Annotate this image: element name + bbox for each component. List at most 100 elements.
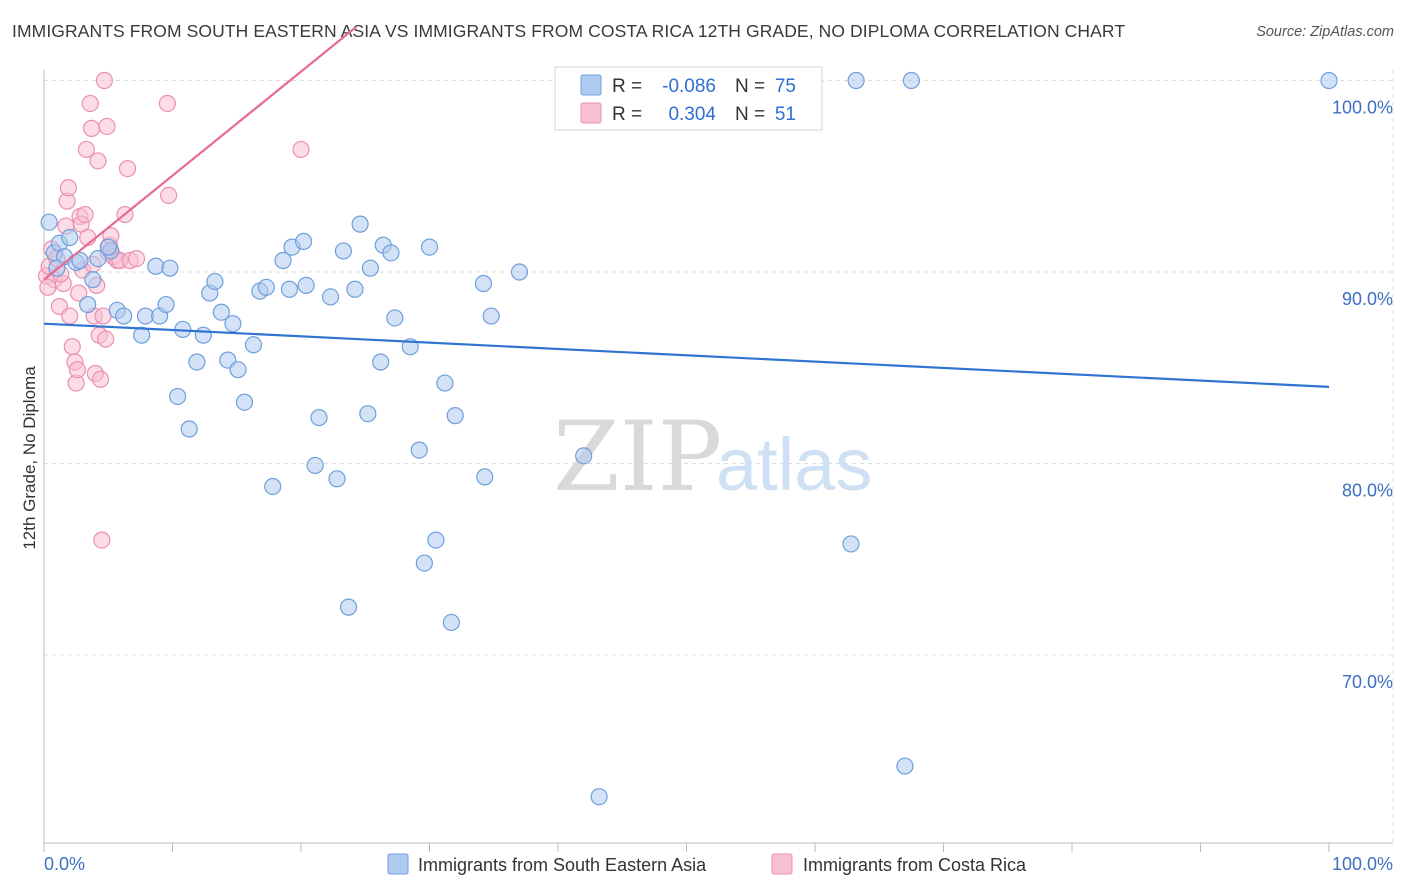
point-costa-rica	[68, 361, 87, 379]
point-south-eastern-asia	[902, 71, 920, 90]
legend-n-value-blue: 75	[775, 76, 796, 97]
point-south-eastern-asia	[206, 272, 224, 291]
point-south-eastern-asia	[212, 303, 230, 321]
y-tick-label: 70.0%	[1342, 672, 1393, 692]
legend-r-value-pink: 0.304	[668, 104, 716, 125]
point-south-eastern-asia	[410, 441, 428, 459]
trendlines	[43, 26, 1330, 388]
point-south-eastern-asia	[339, 598, 358, 616]
point-south-eastern-asia	[99, 238, 117, 256]
point-south-eastern-asia	[847, 71, 865, 90]
legend-n-label-blue: N =	[735, 76, 765, 97]
legend-r-value-blue: -0.086	[662, 76, 716, 97]
trendline-south-eastern-asia	[43, 322, 1330, 388]
point-costa-rica	[70, 284, 88, 302]
point-south-eastern-asia	[510, 263, 529, 281]
point-south-eastern-asia	[147, 257, 165, 275]
point-south-eastern-asia	[188, 353, 206, 371]
point-south-eastern-asia	[359, 405, 377, 423]
point-costa-rica	[118, 159, 137, 178]
point-south-eastern-asia	[321, 288, 340, 306]
trendline-costa-rica	[43, 26, 357, 281]
point-south-eastern-asia	[169, 387, 187, 406]
point-south-eastern-asia	[280, 280, 299, 298]
bottom-legend-swatch-blue	[387, 853, 409, 875]
point-south-eastern-asia	[194, 326, 212, 344]
y-axis-label: 12th Grade, No Diploma	[20, 366, 39, 550]
point-south-eastern-asia	[310, 408, 328, 427]
point-south-eastern-asia	[896, 757, 914, 775]
legend-swatch-blue	[580, 74, 602, 96]
point-costa-rica	[91, 370, 110, 388]
point-south-eastern-asia	[328, 470, 346, 488]
point-south-eastern-asia	[361, 259, 379, 277]
point-south-eastern-asia	[482, 307, 500, 325]
chart-title: IMMIGRANTS FROM SOUTH EASTERN ASIA VS IM…	[12, 21, 1126, 41]
series-costa-rica-points	[37, 71, 310, 549]
x-tick-min: 0.0%	[44, 854, 85, 874]
point-south-eastern-asia	[84, 271, 102, 289]
point-costa-rica	[98, 117, 116, 136]
point-south-eastern-asia	[415, 554, 433, 572]
legend-n-label-pink: N =	[735, 104, 765, 125]
point-south-eastern-asia	[257, 278, 275, 296]
point-costa-rica	[76, 205, 94, 224]
point-costa-rica	[89, 152, 107, 170]
point-south-eastern-asia	[351, 215, 369, 233]
x-tick-max: 100.0%	[1332, 854, 1393, 874]
point-south-eastern-asia	[274, 251, 292, 270]
point-south-eastern-asia	[386, 309, 404, 327]
point-south-eastern-asia	[161, 259, 179, 277]
bottom-legend-label-blue: Immigrants from South Eastern Asia	[418, 855, 707, 875]
bottom-legend-swatch-pink	[771, 853, 793, 875]
point-south-eastern-asia	[71, 251, 89, 270]
point-south-eastern-asia	[294, 232, 313, 250]
watermark-atlas: atlas	[716, 423, 872, 506]
legend-n-value-pink: 51	[775, 104, 796, 125]
point-costa-rica	[77, 140, 96, 159]
point-south-eastern-asia	[115, 307, 133, 325]
point-south-eastern-asia	[842, 535, 860, 553]
legend-r-label-pink: R =	[612, 104, 642, 125]
point-costa-rica	[81, 94, 99, 113]
point-south-eastern-asia	[229, 361, 247, 379]
y-tick-label: 100.0%	[1332, 98, 1393, 118]
point-costa-rica	[63, 338, 81, 356]
point-costa-rica	[39, 278, 57, 296]
point-costa-rica	[93, 531, 111, 549]
point-south-eastern-asia	[442, 613, 460, 632]
point-costa-rica	[97, 330, 115, 348]
point-south-eastern-asia	[1320, 71, 1338, 90]
point-south-eastern-asia	[79, 295, 97, 314]
point-south-eastern-asia	[180, 420, 198, 438]
stats-legend: R = -0.086 N = 75 R = 0.304 N = 51	[554, 66, 823, 131]
point-south-eastern-asia	[334, 242, 353, 260]
y-tick-label: 80.0%	[1342, 481, 1393, 501]
point-costa-rica	[59, 179, 78, 197]
point-south-eastern-asia	[306, 456, 324, 475]
point-south-eastern-asia	[427, 531, 445, 549]
point-south-eastern-asia	[372, 353, 390, 371]
point-south-eastern-asia	[297, 276, 315, 295]
point-south-eastern-asia	[157, 295, 175, 314]
point-south-eastern-asia	[235, 393, 254, 411]
point-costa-rica	[82, 119, 101, 137]
point-south-eastern-asia	[133, 326, 151, 344]
point-south-eastern-asia	[382, 244, 400, 262]
point-south-eastern-asia	[224, 315, 242, 333]
legend-swatch-pink	[580, 102, 602, 124]
point-south-eastern-asia	[89, 249, 107, 268]
y-tick-labels: 70.0% 80.0% 90.0% 100.0%	[1332, 98, 1393, 693]
legend-r-label-blue: R =	[612, 76, 642, 97]
point-south-eastern-asia	[420, 238, 439, 256]
point-costa-rica	[160, 186, 178, 204]
point-south-eastern-asia	[346, 280, 364, 298]
point-south-eastern-asia	[590, 788, 608, 806]
y-tick-label: 90.0%	[1342, 289, 1393, 309]
point-south-eastern-asia	[264, 477, 282, 496]
point-costa-rica	[158, 94, 176, 113]
point-costa-rica	[127, 249, 146, 268]
point-south-eastern-asia	[436, 374, 454, 392]
series-south-eastern-asia-points	[40, 71, 1338, 806]
